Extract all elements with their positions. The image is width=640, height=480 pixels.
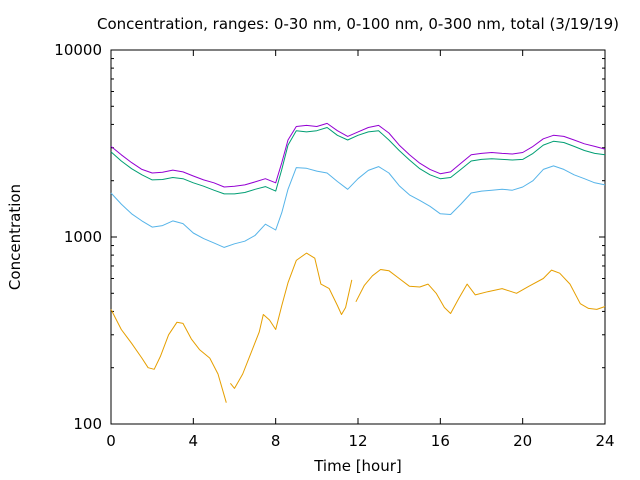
- x-tick-label: 16: [431, 432, 450, 450]
- x-tick-label: 12: [348, 432, 367, 450]
- y-axis-label: Concentration: [6, 184, 24, 290]
- series-line: [355, 269, 606, 314]
- series-line: [110, 127, 606, 195]
- y-tick-label: 10000: [54, 41, 102, 59]
- plot-frame: [110, 49, 606, 425]
- chart-title: Concentration, ranges: 0-30 nm, 0-100 nm…: [97, 15, 619, 33]
- x-axis-label: Time [hour]: [313, 457, 402, 475]
- series-line: [230, 252, 353, 389]
- x-tick-label: 8: [271, 432, 281, 450]
- y-tick-labels: 100 1000 10000: [54, 41, 102, 433]
- x-tick-label: 24: [595, 432, 614, 450]
- x-tick-label: 0: [106, 432, 116, 450]
- series-line: [110, 165, 606, 248]
- x-tick-label: 20: [513, 432, 532, 450]
- series-line: [110, 309, 227, 403]
- series-group: [110, 122, 606, 403]
- axis-ticks: [110, 49, 606, 425]
- y-tick-label: 100: [73, 415, 102, 433]
- x-tick-labels: 0 4 8 12 16 20 24: [106, 432, 614, 450]
- y-tick-label: 1000: [64, 228, 102, 246]
- x-tick-label: 4: [189, 432, 199, 450]
- series-line: [110, 122, 606, 188]
